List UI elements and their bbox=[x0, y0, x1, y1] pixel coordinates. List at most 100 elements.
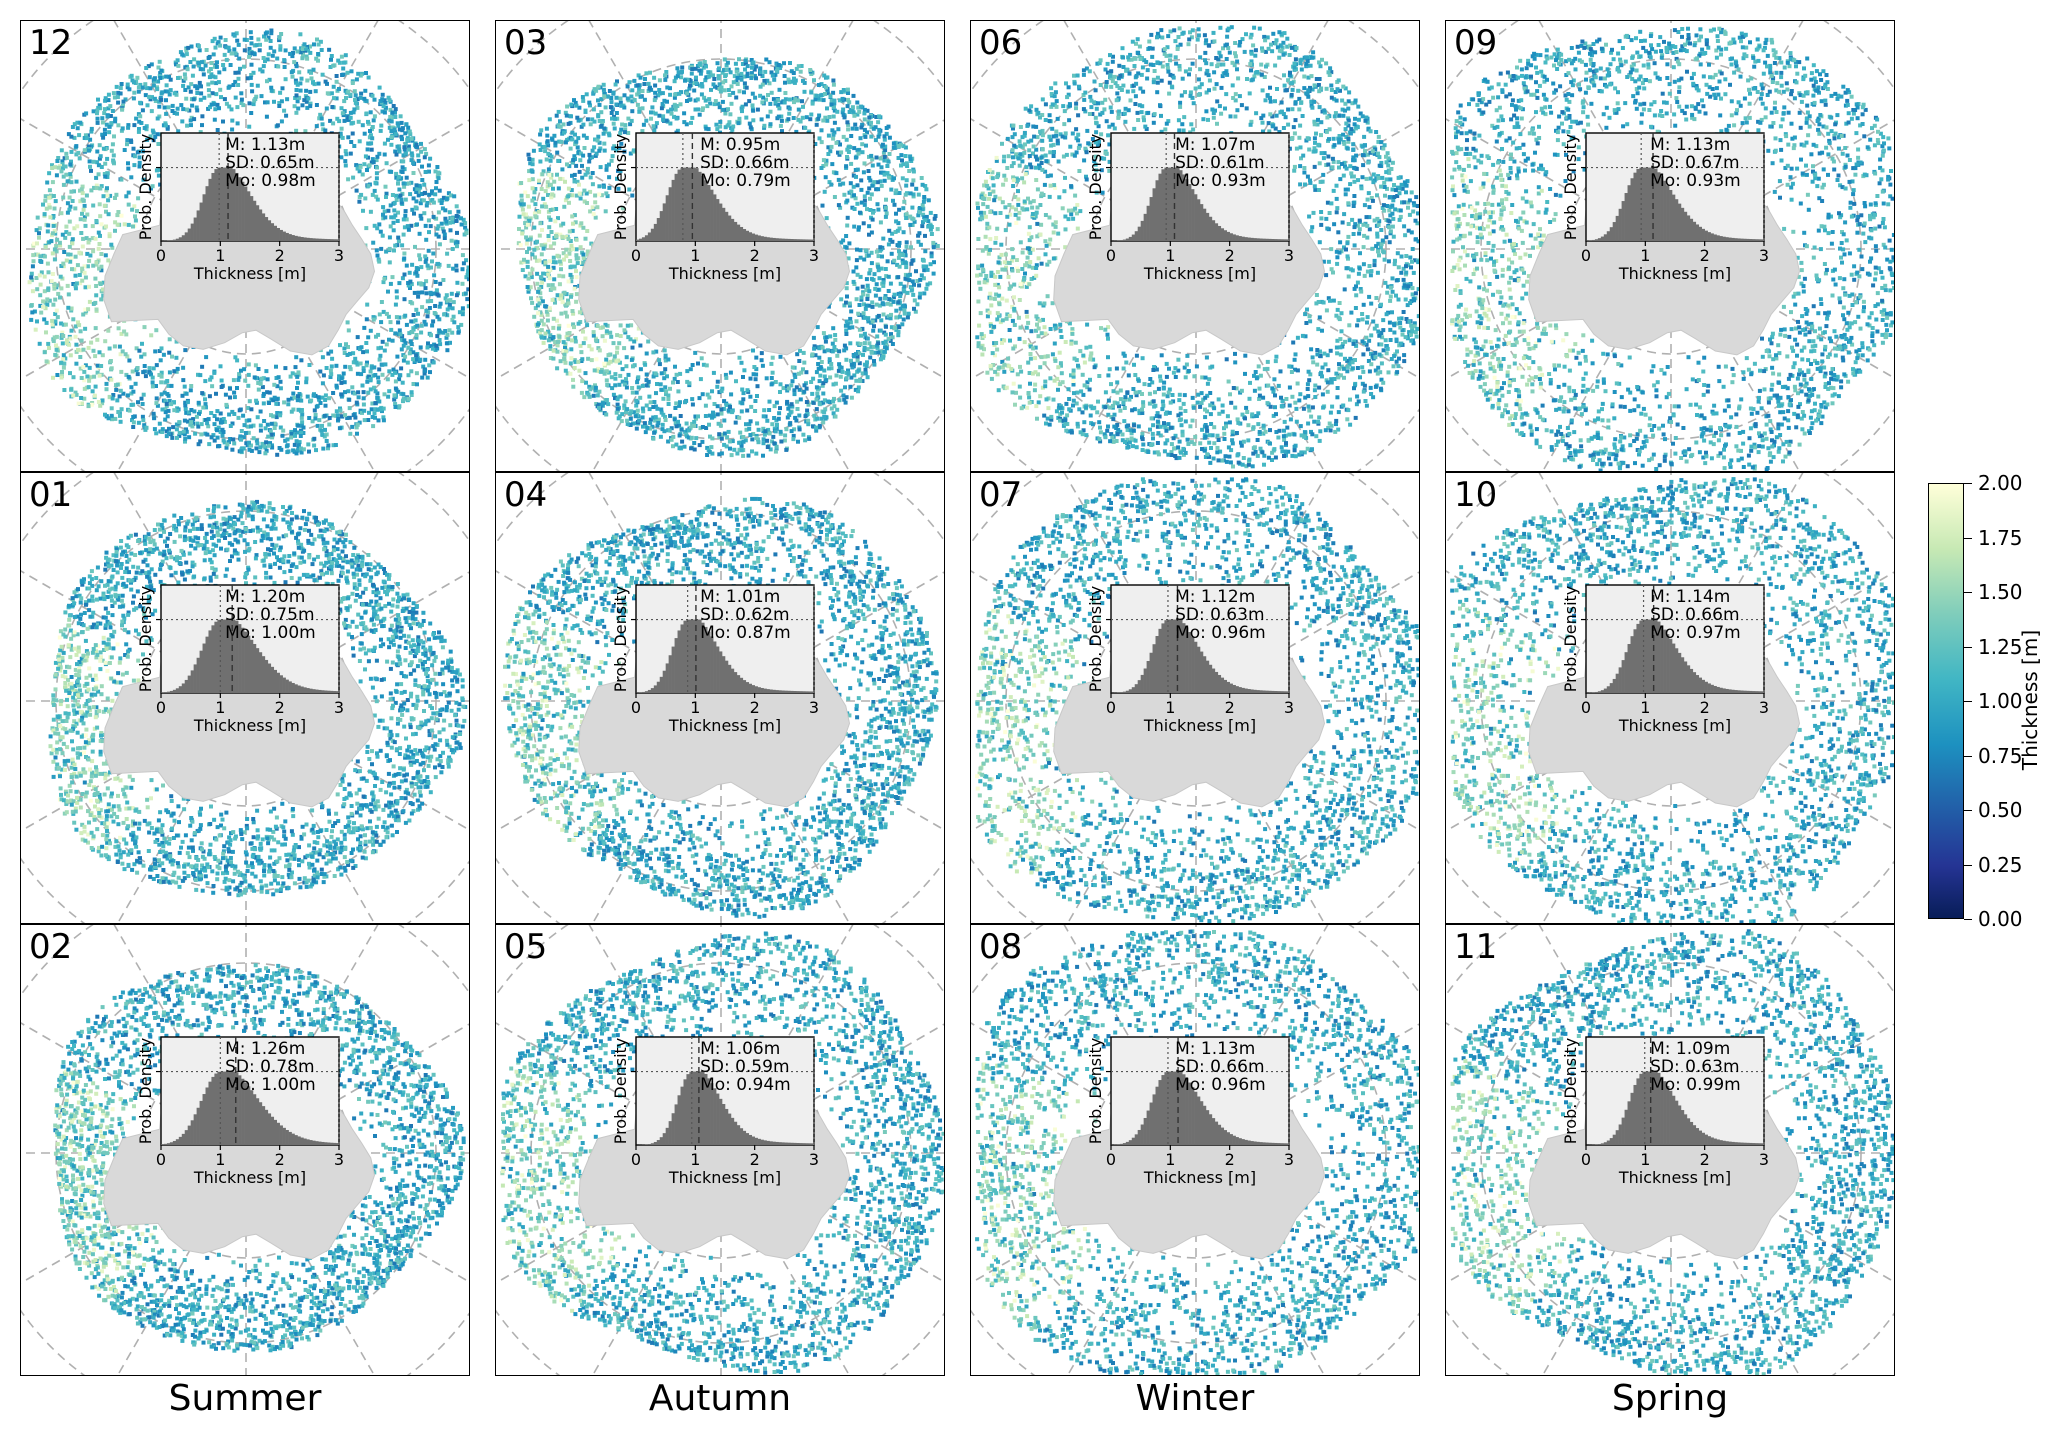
histogram-bar bbox=[1692, 1125, 1697, 1145]
inset-xtick-label: 2 bbox=[1225, 698, 1235, 717]
colorbar-tick-label: 0.00 bbox=[1964, 907, 2023, 931]
inset-ylabel: Prob. Density bbox=[1561, 1038, 1580, 1145]
histogram-bar bbox=[1265, 1142, 1269, 1145]
month-label: 11 bbox=[1454, 927, 1497, 967]
histogram-bar bbox=[1603, 1142, 1608, 1145]
histogram-bar bbox=[255, 1098, 260, 1145]
histogram-bar bbox=[638, 238, 643, 241]
histogram-bar bbox=[1223, 679, 1227, 693]
histogram-bar bbox=[727, 1113, 732, 1145]
sea-ice-field bbox=[53, 963, 466, 1353]
histogram-bar bbox=[1689, 1121, 1694, 1145]
histogram-bar bbox=[710, 636, 714, 693]
histogram-bar bbox=[1200, 1101, 1204, 1145]
histogram-bar bbox=[184, 232, 188, 241]
histogram-bar bbox=[1235, 235, 1239, 241]
histogram-bar bbox=[1746, 238, 1750, 241]
histogram-bar bbox=[161, 1144, 165, 1145]
histogram-bar bbox=[1137, 680, 1141, 693]
histogram-bar bbox=[199, 650, 203, 693]
histogram-bar bbox=[214, 1073, 218, 1145]
stat-sd: SD: 0.63m bbox=[1650, 1057, 1739, 1077]
histogram-bar bbox=[1143, 213, 1147, 241]
grid-radial-line bbox=[588, 925, 851, 1375]
histogram-bar bbox=[1131, 687, 1136, 693]
histogram-bar bbox=[1734, 1142, 1738, 1145]
month-label: 03 bbox=[504, 23, 547, 63]
histogram-bar bbox=[1680, 657, 1685, 693]
inset-xlabel: Thickness [m] bbox=[193, 716, 306, 735]
grid-radial-line bbox=[1538, 925, 1801, 1375]
inset-xtick-label: 0 bbox=[156, 698, 166, 717]
histogram-bar bbox=[1274, 691, 1278, 693]
histogram-bar bbox=[187, 1125, 191, 1145]
histogram-bar bbox=[1119, 1143, 1124, 1145]
histogram-bar bbox=[1725, 688, 1729, 693]
histogram-bar bbox=[1202, 656, 1207, 693]
histogram-bar bbox=[163, 1143, 168, 1145]
histogram-bar bbox=[1271, 1142, 1275, 1145]
histogram-bar bbox=[223, 1071, 227, 1145]
inset-xlabel: Thickness [m] bbox=[1618, 264, 1731, 283]
month-label: 01 bbox=[29, 475, 72, 515]
histogram-bar bbox=[1214, 1121, 1219, 1145]
histogram-bar bbox=[294, 684, 298, 693]
histogram-bar bbox=[1645, 1071, 1649, 1145]
histogram-bar bbox=[1253, 238, 1257, 241]
histogram-bar bbox=[264, 659, 269, 693]
histogram-bar bbox=[1283, 239, 1287, 241]
histogram-bar bbox=[193, 217, 197, 241]
histogram-bar bbox=[677, 1095, 681, 1145]
histogram-bar bbox=[1265, 690, 1269, 693]
grid-radial-line bbox=[1446, 570, 1894, 831]
histogram-bar bbox=[327, 1142, 331, 1145]
histogram-bar bbox=[279, 229, 283, 241]
histogram-bar bbox=[796, 691, 800, 693]
histogram-bar bbox=[1152, 644, 1156, 693]
histogram-bar bbox=[1716, 235, 1720, 241]
grid-radial-line bbox=[971, 1022, 1419, 1283]
inset-xtick-label: 0 bbox=[156, 246, 166, 265]
histogram-bar bbox=[270, 223, 275, 241]
histogram-bar bbox=[751, 685, 755, 693]
histogram-bar bbox=[1134, 1134, 1138, 1145]
histogram-bar bbox=[220, 619, 224, 693]
histogram-bar bbox=[1194, 1091, 1198, 1145]
histogram-bar bbox=[244, 631, 248, 693]
map-panel-01: M: 1.20m SD: 0.75m Mo: 1.00m 0 1 2 3 Thickness … bbox=[20, 472, 470, 924]
histogram-bar bbox=[244, 186, 248, 241]
histogram-bar bbox=[1600, 1143, 1605, 1145]
histogram-bar bbox=[1143, 668, 1147, 693]
histogram-bar bbox=[1200, 204, 1204, 241]
histogram-bar bbox=[1119, 240, 1124, 241]
histogram-bar bbox=[719, 1098, 723, 1145]
grid-radial-line bbox=[591, 473, 854, 923]
histogram-bar bbox=[742, 229, 747, 241]
histogram-bar bbox=[229, 619, 233, 693]
histogram-bar bbox=[214, 169, 218, 241]
histogram-bar bbox=[1621, 201, 1625, 241]
histogram-bar bbox=[315, 238, 319, 241]
histogram-bar bbox=[303, 1138, 307, 1145]
histogram-bar bbox=[1624, 1109, 1628, 1145]
sea-ice-field bbox=[1450, 929, 1894, 1375]
histogram-bar bbox=[232, 169, 236, 241]
histogram-bar bbox=[1217, 225, 1222, 241]
histogram-bar bbox=[169, 1142, 174, 1145]
histogram-bar bbox=[297, 1136, 301, 1145]
histogram-bar bbox=[324, 238, 328, 241]
histogram-bar bbox=[1606, 686, 1611, 693]
histogram-bar bbox=[1713, 234, 1717, 241]
inset-xtick-label: 3 bbox=[1759, 698, 1769, 717]
histogram-bar bbox=[808, 239, 812, 241]
histogram-bar bbox=[1259, 1142, 1263, 1145]
inset-xtick-label: 3 bbox=[1284, 246, 1294, 265]
histogram-bar bbox=[270, 1116, 275, 1145]
histogram-bar bbox=[704, 180, 708, 241]
histogram-bar bbox=[1265, 238, 1269, 241]
histogram-bar bbox=[1639, 1073, 1643, 1145]
histogram-bar bbox=[1232, 1135, 1236, 1145]
